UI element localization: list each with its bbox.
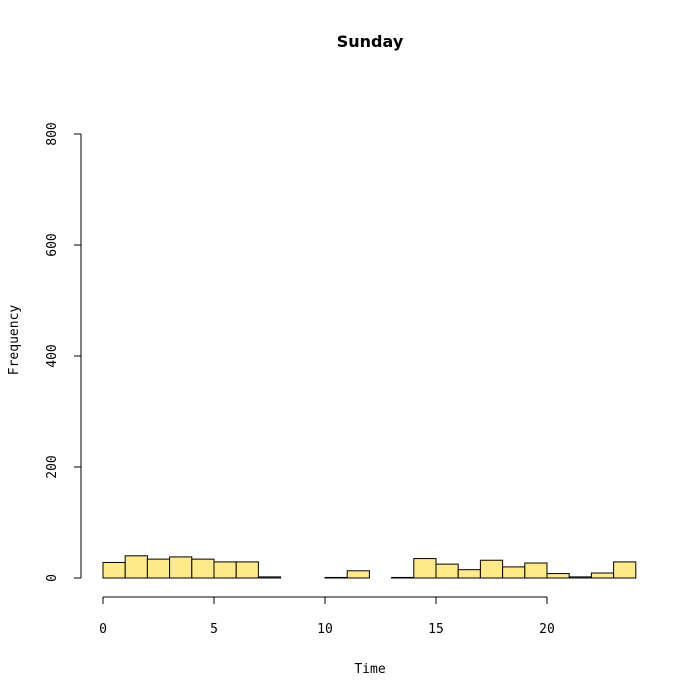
histogram-bar <box>435 563 459 579</box>
histogram-bar <box>346 570 370 579</box>
histogram-bars <box>102 555 637 579</box>
x-axis-tick-label: 15 <box>428 622 444 637</box>
histogram-bar <box>568 576 592 579</box>
histogram-bar <box>324 576 348 579</box>
histogram-bar <box>235 561 259 579</box>
x-axis-tick-label: 20 <box>539 622 555 637</box>
x-axis-tick-label: 5 <box>210 622 218 637</box>
x-axis-ticks: 0 5 10 15 20 <box>99 597 555 637</box>
x-axis-label: Time <box>354 662 385 677</box>
y-axis-tick-label: 800 <box>45 122 60 145</box>
histogram-bar <box>613 561 637 579</box>
histogram-bar <box>146 558 171 579</box>
y-axis-tick-label: 600 <box>45 233 60 256</box>
histogram-bar <box>546 573 570 579</box>
histogram-bar <box>102 561 126 579</box>
y-axis-tick-label: 200 <box>45 455 60 478</box>
histogram-bar <box>413 558 437 579</box>
histogram-bar <box>124 555 148 579</box>
histogram-bar <box>257 576 282 579</box>
histogram-bar <box>169 556 193 579</box>
x-axis-tick-label: 0 <box>99 622 107 637</box>
y-axis-ticks: 0 200 400 600 800 <box>45 122 81 582</box>
x-axis-tick-label: 10 <box>317 622 333 637</box>
histogram-bar <box>479 559 504 579</box>
chart-title: Sunday <box>337 32 404 51</box>
y-axis-tick-label: 400 <box>45 344 60 367</box>
histogram-bar <box>213 561 237 579</box>
histogram-bar <box>391 576 415 579</box>
histogram-bar <box>457 569 481 579</box>
histogram-bar <box>524 562 548 579</box>
histogram-bar <box>590 572 615 579</box>
y-axis-tick-label: 0 <box>45 574 60 582</box>
y-axis-label: Frequency <box>7 305 22 376</box>
histogram-bar <box>191 558 215 579</box>
histogram-bar <box>502 566 526 579</box>
